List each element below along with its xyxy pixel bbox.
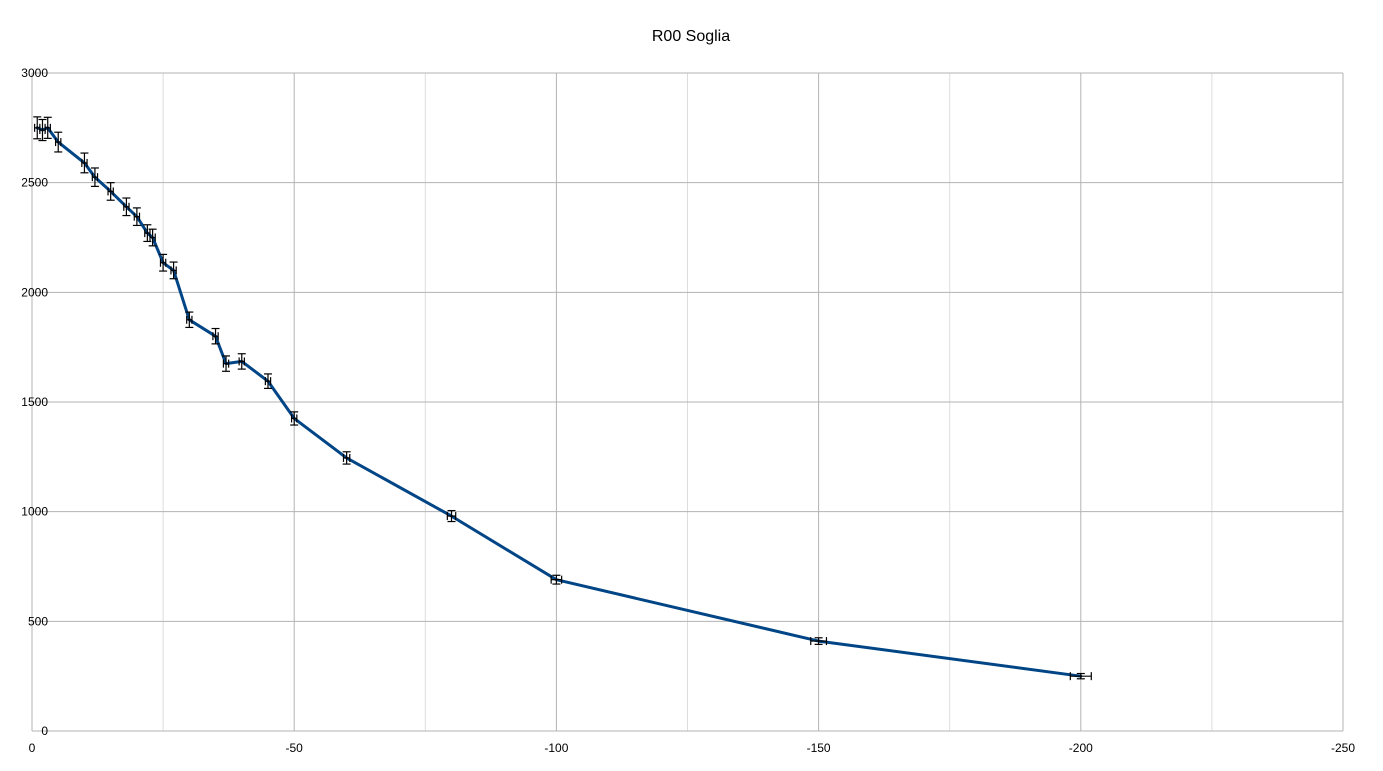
data-point (1069, 672, 1092, 681)
data-point (342, 451, 351, 465)
data-point (290, 411, 299, 426)
data-point (446, 509, 457, 523)
y-tick-label: 1000 (21, 505, 48, 519)
data-point (810, 637, 828, 646)
x-tick-label: -50 (286, 741, 304, 755)
x-tick-label: -100 (544, 741, 568, 755)
y-tick-label: 0 (41, 724, 48, 738)
data-point (185, 311, 194, 329)
data-point (237, 353, 246, 370)
data-point (159, 253, 168, 272)
data-point (80, 152, 89, 174)
x-tick-label: -200 (1069, 741, 1093, 755)
data-point (550, 574, 563, 585)
data-point (211, 327, 220, 345)
y-tick-label: 2500 (21, 176, 48, 190)
y-tick-label: 500 (28, 614, 48, 628)
chart-title: R00 Soglia (652, 28, 730, 45)
data-point (263, 373, 272, 390)
y-tick-label: 1500 (21, 395, 48, 409)
y-axis-tick-labels: 0 500 1000 1500 2000 2500 3000 (21, 66, 48, 738)
data-point (90, 167, 99, 187)
x-tick-label: 0 (29, 741, 36, 755)
data-point (43, 116, 52, 139)
x-tick-label: -250 (1331, 741, 1355, 755)
series-group (33, 116, 1092, 681)
y-tick-label: 2000 (21, 285, 48, 299)
data-point (148, 228, 157, 247)
x-tick-label: -150 (807, 741, 831, 755)
data-point (132, 207, 141, 227)
y-tick-label: 3000 (21, 66, 48, 80)
data-point (106, 182, 115, 201)
data-point (169, 261, 178, 280)
data-point (122, 197, 131, 217)
data-point (33, 116, 42, 140)
data-point (54, 131, 63, 153)
data-point (222, 355, 231, 372)
major-gridlines (31, 72, 1344, 732)
x-axis-tick-labels: 0 -50 -100 -150 -200 -250 (29, 741, 1356, 755)
series-line (35, 126, 1083, 678)
